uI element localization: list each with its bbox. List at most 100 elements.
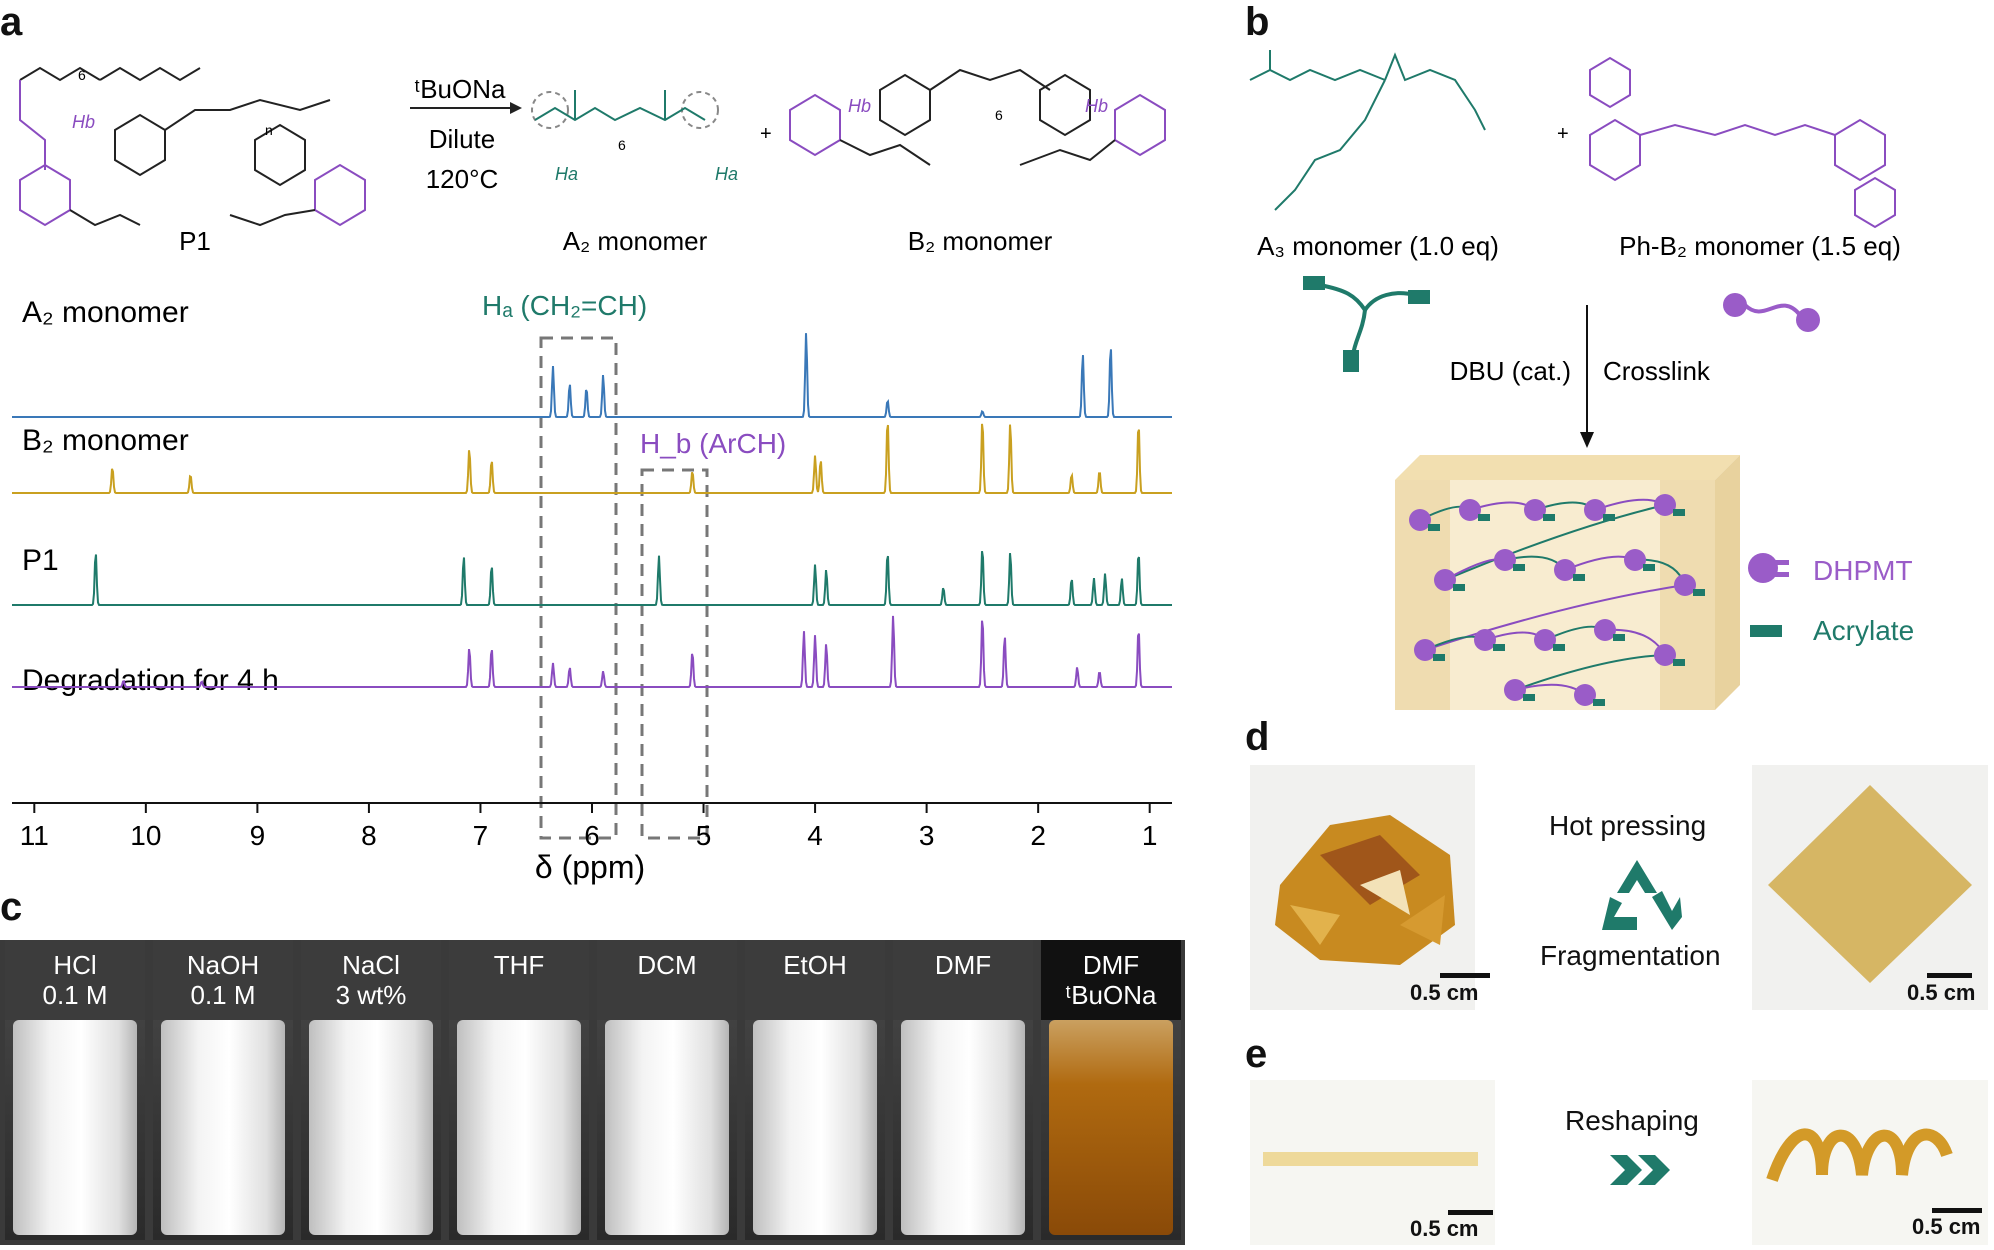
dhpmt-node bbox=[1574, 684, 1596, 706]
ha-label-right: Ha bbox=[715, 164, 738, 184]
acrylate-node bbox=[1493, 644, 1505, 651]
acrylate-node bbox=[1593, 699, 1605, 706]
vial-glass bbox=[13, 1020, 137, 1235]
trace-label-a2: A₂ monomer bbox=[22, 296, 189, 329]
vial-cap-label: DMF ᵗBuONa bbox=[1041, 940, 1181, 1020]
trace-label-p1: P1 bbox=[22, 544, 59, 577]
hb-label-p1: Hb bbox=[72, 112, 95, 132]
vial-1: HCl 0.1 M bbox=[5, 940, 145, 1240]
fragments-image bbox=[1275, 815, 1455, 965]
x-tick-label: 11 bbox=[20, 820, 49, 851]
nmr-traces bbox=[12, 333, 1172, 688]
b2-label: B₂ monomer bbox=[908, 226, 1053, 256]
vial-4: THF bbox=[449, 940, 589, 1240]
legend-dhpmt: DHPMT bbox=[1813, 555, 1913, 586]
dhpmt-node bbox=[1414, 639, 1436, 661]
acrylate-node bbox=[1543, 514, 1555, 521]
reshaping-label: Reshaping bbox=[1565, 1105, 1699, 1136]
dhpmt-node bbox=[1459, 499, 1481, 521]
phb2-cartoon-icon bbox=[1723, 293, 1820, 332]
a2-label: A₂ monomer bbox=[563, 226, 708, 256]
hb-box-label: H_b (ArCH) bbox=[640, 428, 786, 459]
acrylate-node bbox=[1693, 589, 1705, 596]
vial-solvent-label: THF bbox=[493, 950, 545, 980]
x-tick-label: 9 bbox=[250, 820, 266, 851]
network-chain bbox=[1444, 504, 1666, 581]
vial-3: NaCl 3 wt% bbox=[301, 940, 441, 1240]
vial-glass bbox=[309, 1020, 433, 1235]
vial-5: DCM bbox=[597, 940, 737, 1240]
a3-label: A₃ monomer (1.0 eq) bbox=[1257, 231, 1499, 261]
nmr-trace-b2 bbox=[12, 423, 1172, 494]
scalebar-right-d bbox=[1927, 973, 1972, 978]
p1-label: P1 bbox=[179, 226, 211, 256]
x-tick-label: 8 bbox=[361, 820, 377, 851]
nmr-trace-deg bbox=[12, 615, 1172, 688]
vial-glass bbox=[753, 1020, 877, 1235]
hb-label-b2-right: Hb bbox=[1085, 96, 1108, 116]
vial-glass bbox=[1049, 1020, 1173, 1235]
scale-label-left-e: 0.5 cm bbox=[1410, 1216, 1479, 1241]
x-tick-label: 1 bbox=[1142, 820, 1158, 851]
acrylate-node bbox=[1513, 564, 1525, 571]
a3-cartoon-icon bbox=[1303, 276, 1430, 372]
dhpmt-node bbox=[1674, 574, 1696, 596]
ha-box-label: Hₐ (CH₂=CH) bbox=[482, 290, 647, 321]
vial-glass bbox=[457, 1020, 581, 1235]
acrylate-node bbox=[1573, 574, 1585, 581]
hb-label-b2-left: Hb bbox=[848, 96, 871, 116]
reaction-scheme-a: P1 Hb 6 n ᵗBuONa Dilute 120°C Ha Ha 6 A₂… bbox=[19, 66, 1166, 256]
panel-letter-e: e bbox=[1245, 1032, 1268, 1076]
dhpmt-node bbox=[1654, 644, 1676, 666]
recycle-icon bbox=[1602, 860, 1682, 930]
vial-cap-label: EtOH bbox=[745, 940, 885, 1020]
nmr-trace-p1 bbox=[12, 550, 1172, 606]
scalebar-left-d bbox=[1440, 973, 1490, 978]
reaction-arrowhead bbox=[510, 102, 522, 114]
vial-cap-label: THF bbox=[449, 940, 589, 1020]
vial-8: DMF ᵗBuONa bbox=[1041, 940, 1181, 1240]
x-tick-label: 2 bbox=[1030, 820, 1046, 851]
acrylate-node bbox=[1453, 584, 1465, 591]
x-axis-ticks: 11 10 9 8 7 6 5 4 3 2 1 bbox=[20, 803, 1158, 851]
x-tick-label: 4 bbox=[807, 820, 823, 851]
scale-label-right-d: 0.5 cm bbox=[1907, 980, 1976, 1005]
vial-solvent-label: NaCl bbox=[342, 950, 400, 980]
phb2-label: Ph-B₂ monomer (1.5 eq) bbox=[1619, 231, 1901, 261]
p1-structure bbox=[19, 66, 366, 227]
nmr-chart: A₂ monomer B₂ monomer P1 Degradation for… bbox=[12, 290, 1172, 885]
acrylate-node bbox=[1523, 694, 1535, 701]
x-axis-label: δ (ppm) bbox=[535, 849, 645, 885]
x-tick-label: 7 bbox=[473, 820, 489, 851]
fragments-photo: 0.5 cm bbox=[1250, 765, 1490, 1010]
acrylate-node bbox=[1428, 524, 1440, 531]
panel-letter-a: a bbox=[0, 0, 23, 44]
vial-solvent-label: DMF bbox=[934, 950, 992, 980]
dhpmt-node bbox=[1524, 499, 1546, 521]
acrylate-node bbox=[1673, 659, 1685, 666]
panel-letter-c: c bbox=[0, 885, 23, 929]
subn-label-p1: n bbox=[265, 122, 273, 138]
sub6-label-a2: 6 bbox=[618, 137, 626, 153]
vial-2: NaOH 0.1 M bbox=[153, 940, 293, 1240]
vial-glass bbox=[605, 1020, 729, 1235]
pressed-film-image bbox=[1768, 785, 1972, 983]
vial-glass bbox=[161, 1020, 285, 1235]
vial-solvent-label: NaOH bbox=[186, 950, 260, 980]
vial-cap-label: DCM bbox=[597, 940, 737, 1020]
b2-structure bbox=[789, 68, 1166, 166]
plus-sign-a: + bbox=[760, 123, 772, 145]
dhpmt-node bbox=[1584, 499, 1606, 521]
sub6-label-b2: 6 bbox=[995, 107, 1003, 123]
nmr-trace-a2 bbox=[12, 333, 1172, 418]
vial-solvent-label: EtOH bbox=[783, 950, 847, 980]
acrylate-node bbox=[1433, 654, 1445, 661]
phb2-structure bbox=[1589, 56, 1896, 229]
crosslink-arrowhead bbox=[1580, 432, 1594, 448]
dhpmt-node bbox=[1534, 629, 1556, 651]
dhpmt-node bbox=[1554, 559, 1576, 581]
dhpmt-node bbox=[1594, 619, 1616, 641]
acrylate-legend-icon bbox=[1750, 625, 1782, 637]
x-tick-label: 3 bbox=[919, 820, 935, 851]
vial-solvent-label: DCM bbox=[637, 950, 697, 980]
